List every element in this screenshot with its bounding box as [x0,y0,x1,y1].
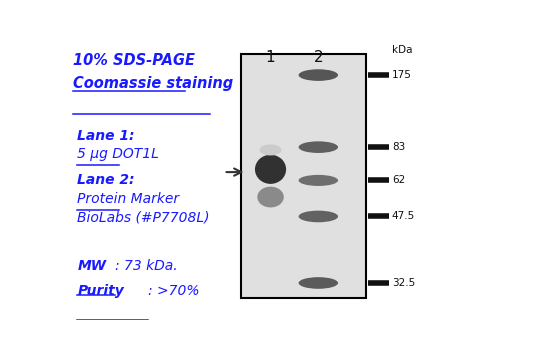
Text: Lane 1:: Lane 1: [77,129,135,143]
Text: 10% SDS-PAGE: 10% SDS-PAGE [73,53,195,68]
Ellipse shape [259,144,281,156]
Text: : >70%: : >70% [148,284,199,298]
Text: 83: 83 [392,142,405,152]
Text: 175: 175 [392,70,412,80]
Text: 47.5: 47.5 [392,211,415,221]
Ellipse shape [299,277,338,289]
Ellipse shape [257,186,284,207]
Ellipse shape [299,175,338,186]
Text: 2: 2 [314,50,323,65]
Text: Lane 2:: Lane 2: [77,174,135,188]
Ellipse shape [299,211,338,222]
Text: 1: 1 [266,50,276,65]
Ellipse shape [299,69,338,81]
Text: 62: 62 [392,175,405,185]
Ellipse shape [255,155,286,184]
Text: 32.5: 32.5 [392,278,415,288]
Text: kDa: kDa [392,45,412,55]
Text: BioLabs (#P7708L): BioLabs (#P7708L) [77,211,210,225]
Text: Coomassie staining: Coomassie staining [73,76,234,91]
Text: 5 μg DOT1L: 5 μg DOT1L [77,147,159,161]
Text: Purity: Purity [77,284,124,298]
Bar [241,54,366,298]
Text: Protein Marker: Protein Marker [77,192,180,206]
Text: MW: MW [77,260,106,273]
Ellipse shape [299,141,338,153]
Text: : 73 kDa.: : 73 kDa. [115,260,177,273]
